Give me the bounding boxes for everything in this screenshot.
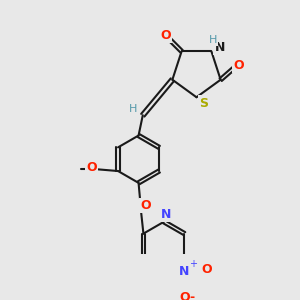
Text: O: O xyxy=(86,161,97,174)
Text: N: N xyxy=(215,40,225,54)
Text: O: O xyxy=(140,199,151,212)
Text: N: N xyxy=(160,208,171,221)
Text: O: O xyxy=(233,59,244,72)
Text: O: O xyxy=(160,29,171,42)
Text: H: H xyxy=(209,34,217,44)
Text: N: N xyxy=(179,265,189,278)
Text: H: H xyxy=(129,104,138,114)
Text: S: S xyxy=(199,97,208,110)
Text: +: + xyxy=(189,259,197,269)
Text: O: O xyxy=(179,290,190,300)
Text: O: O xyxy=(201,262,211,276)
Text: -: - xyxy=(189,291,194,300)
